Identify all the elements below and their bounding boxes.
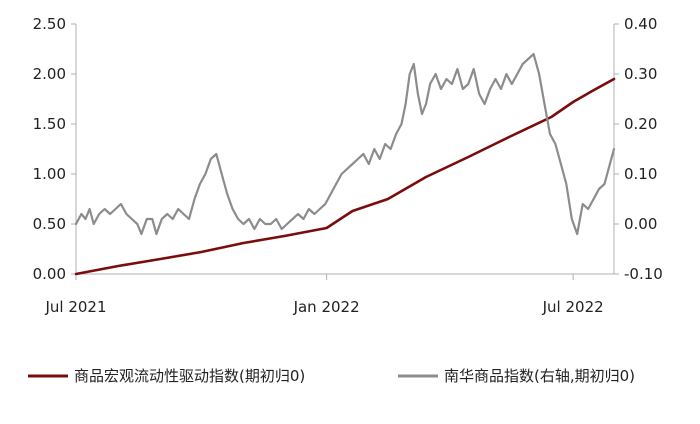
legend-label: 商品宏观流动性驱动指数(期初归0) [74, 367, 305, 385]
right-y-tick-label: -0.10 [624, 265, 663, 283]
tick-labels: 0.00 0.50 1.00 1.50 2.00 2.50 -0.10 0.00 0.10 0.2… [33, 15, 663, 316]
right-y-tick-label: 0.30 [624, 65, 657, 83]
right-y-tick-label: 0.40 [624, 15, 657, 33]
legend-label: 南华商品指数(右轴,期初归0) [444, 367, 635, 385]
series-line-macro-liquidity-index [74, 77, 616, 276]
x-tick-label: Jul 2021 [44, 298, 106, 316]
x-tick-label: Jul 2022 [542, 298, 604, 316]
left-y-tick-label: 1.50 [33, 115, 66, 133]
series-lines [74, 52, 616, 276]
right-y-tick-label: 0.10 [624, 165, 657, 183]
x-tick-label: Jan 2022 [293, 298, 360, 316]
left-y-tick-label: 0.50 [33, 215, 66, 233]
right-y-tick-label: 0.20 [624, 115, 657, 133]
axes [71, 23, 619, 280]
right-y-tick-label: 0.00 [624, 215, 657, 233]
left-y-tick-label: 1.00 [33, 165, 66, 183]
left-y-tick-label: 2.00 [33, 65, 66, 83]
legend: 商品宏观流动性驱动指数(期初归0) 南华商品指数(右轴,期初归0) [28, 367, 635, 385]
series-line-nanhua-commodity-index [74, 52, 616, 236]
left-y-tick-label: 0.00 [33, 265, 66, 283]
left-y-tick-label: 2.50 [33, 15, 66, 33]
